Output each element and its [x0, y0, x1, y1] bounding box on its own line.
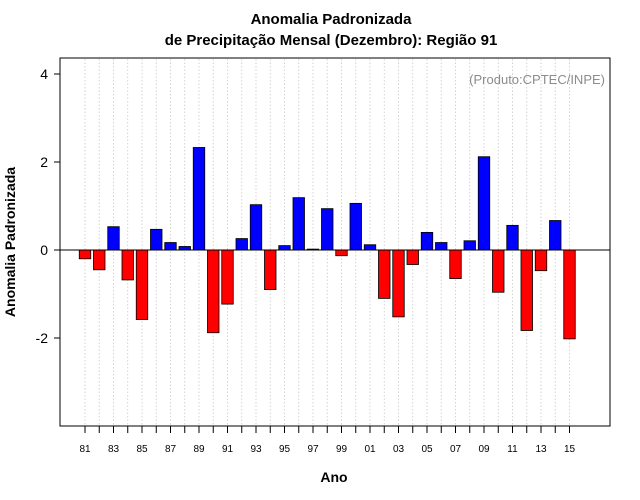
- bar-06: [435, 242, 448, 251]
- bar-83: [107, 226, 120, 251]
- y-tick-label: 2: [40, 154, 48, 170]
- bar-00: [349, 202, 362, 251]
- x-tick-label: 05: [421, 444, 433, 455]
- x-tick-label: 83: [108, 444, 120, 455]
- y-tick-label: 4: [40, 66, 48, 82]
- bar-87: [164, 242, 177, 251]
- y-tick-label: -2: [36, 330, 49, 346]
- bar-94: [264, 249, 277, 290]
- x-tick-label: 95: [279, 444, 291, 455]
- bar-03: [392, 249, 405, 318]
- bar-88: [178, 246, 191, 251]
- y-axis-title: Anomalia Padronizada: [2, 167, 18, 317]
- bar-82: [93, 249, 106, 271]
- bar-15: [563, 249, 576, 340]
- bar-81: [78, 249, 92, 260]
- plot-frame: [59, 57, 611, 427]
- x-tick-label: 87: [165, 444, 177, 455]
- chart-title: Anomalia Padronizada: [251, 11, 413, 28]
- credit-label: (Produto:CPTEC/INPE): [469, 72, 605, 87]
- bar-96: [292, 197, 305, 251]
- x-tick-label: 93: [250, 444, 262, 455]
- y-tick-label: 0: [40, 242, 48, 258]
- bar-01: [363, 244, 377, 251]
- x-tick-label: 07: [450, 444, 462, 455]
- x-tick-label: 13: [535, 444, 547, 455]
- bar-13: [534, 249, 548, 272]
- bar-98: [321, 208, 334, 251]
- bar-90: [207, 249, 220, 334]
- bar-14: [549, 220, 562, 251]
- chart-subtitle: de Precipitação Mensal (Dezembro): Regiã…: [165, 32, 498, 49]
- bar-09: [477, 156, 491, 251]
- bar-02: [378, 249, 391, 299]
- x-tick-label: 97: [307, 444, 319, 455]
- bar-10: [492, 249, 505, 293]
- bar-05: [420, 231, 434, 251]
- bar-12: [520, 249, 533, 331]
- x-tick-label: 99: [336, 444, 348, 455]
- x-tick-label: 85: [136, 444, 148, 455]
- x-tick-label: 09: [478, 444, 490, 455]
- bar-89: [192, 147, 206, 251]
- bar-99: [335, 249, 348, 257]
- bar-86: [150, 228, 163, 251]
- x-tick-label: 03: [393, 444, 405, 455]
- x-tick-label: 11: [507, 444, 518, 455]
- x-axis-title: Ano: [320, 469, 347, 485]
- bar-07: [449, 249, 462, 280]
- bar-91: [221, 249, 234, 305]
- x-tick-label: 15: [564, 444, 576, 455]
- plot-area: [60, 59, 610, 425]
- bar-11: [506, 224, 519, 251]
- bar-84: [121, 249, 134, 281]
- x-tick-label: 81: [79, 444, 91, 455]
- x-tick-label: 91: [222, 444, 234, 455]
- bar-08: [463, 240, 476, 251]
- x-tick-label: 89: [193, 444, 205, 455]
- bar-04: [406, 249, 419, 265]
- x-tick-label: 01: [364, 444, 376, 455]
- bar-92: [235, 238, 248, 251]
- bar-95: [278, 245, 291, 251]
- bar-85: [135, 249, 149, 320]
- bar-93: [249, 204, 263, 251]
